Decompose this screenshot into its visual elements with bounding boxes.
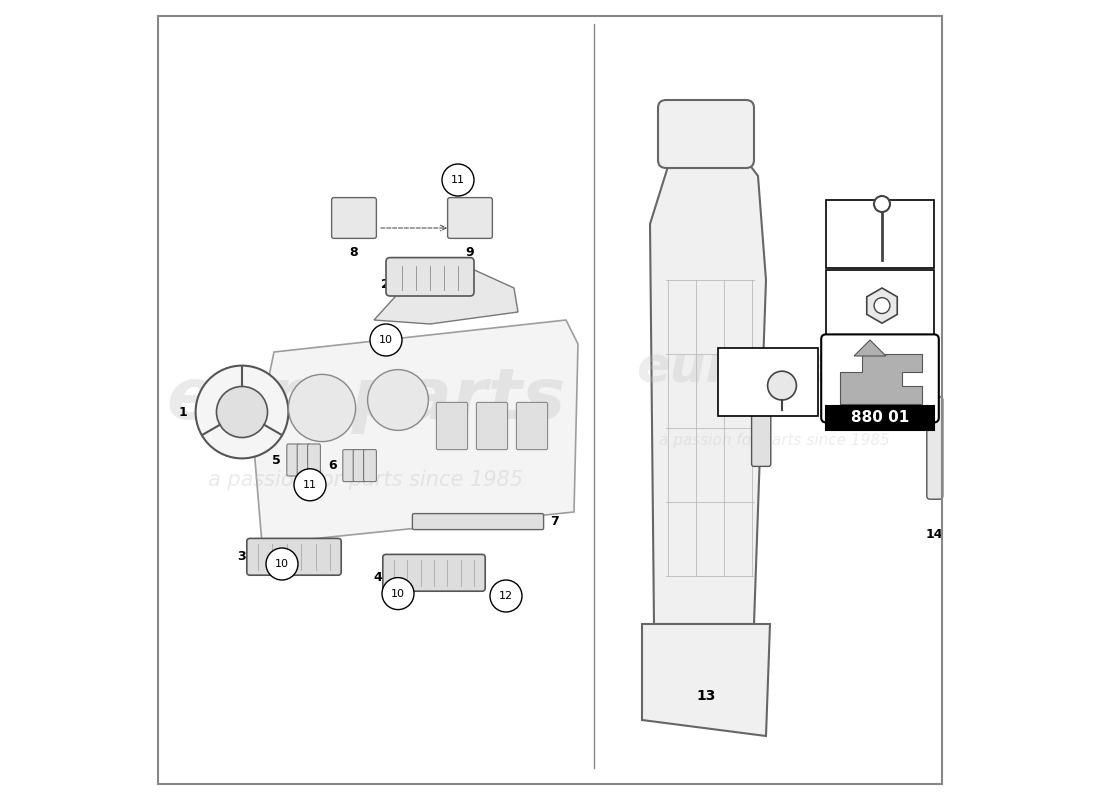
FancyBboxPatch shape [826,200,934,268]
Circle shape [196,366,288,458]
FancyBboxPatch shape [287,444,299,476]
FancyBboxPatch shape [927,397,943,499]
FancyBboxPatch shape [437,402,468,450]
Text: europarts: europarts [636,344,912,392]
FancyBboxPatch shape [343,450,355,482]
Circle shape [442,164,474,196]
Text: 12: 12 [499,591,513,601]
FancyBboxPatch shape [412,514,543,530]
Text: 880 01: 880 01 [851,410,909,425]
Text: europarts: europarts [166,366,565,434]
Circle shape [490,580,522,612]
Text: 11: 11 [451,175,465,185]
FancyBboxPatch shape [383,554,485,591]
Circle shape [874,298,890,314]
Circle shape [217,386,267,438]
Text: 3: 3 [238,550,246,563]
Text: 10: 10 [379,335,393,345]
Circle shape [266,548,298,580]
Text: 6: 6 [328,459,337,472]
FancyBboxPatch shape [364,450,376,482]
Circle shape [294,469,326,501]
Text: a passion for parts since 1985: a passion for parts since 1985 [659,433,890,447]
FancyBboxPatch shape [308,444,320,476]
FancyBboxPatch shape [826,270,934,338]
Polygon shape [254,320,578,544]
Text: 9: 9 [465,246,474,259]
Text: 1: 1 [179,406,188,418]
Text: 14: 14 [925,528,943,541]
FancyBboxPatch shape [826,406,934,430]
Text: 2: 2 [382,278,390,290]
Text: 11: 11 [302,480,317,490]
Text: 8: 8 [350,246,359,259]
Text: 10: 10 [275,559,289,569]
Circle shape [874,196,890,212]
FancyBboxPatch shape [331,198,376,238]
FancyBboxPatch shape [386,258,474,296]
FancyBboxPatch shape [297,444,310,476]
Text: 12: 12 [726,380,744,393]
FancyBboxPatch shape [718,348,818,416]
FancyBboxPatch shape [822,334,938,422]
FancyBboxPatch shape [658,100,754,168]
Text: a passion for parts since 1985: a passion for parts since 1985 [209,470,524,490]
Polygon shape [854,340,886,356]
Circle shape [768,371,796,400]
FancyBboxPatch shape [476,402,507,450]
Polygon shape [840,354,922,404]
Circle shape [382,578,414,610]
FancyBboxPatch shape [516,402,548,450]
FancyBboxPatch shape [353,450,366,482]
Circle shape [367,370,428,430]
Polygon shape [374,268,518,324]
Circle shape [370,324,402,356]
Text: 10: 10 [390,589,405,598]
Text: 13: 13 [696,689,716,703]
Text: 5: 5 [272,454,280,466]
Polygon shape [867,288,898,323]
Circle shape [288,374,355,442]
FancyBboxPatch shape [246,538,341,575]
Text: 10: 10 [834,303,851,316]
Polygon shape [642,624,770,736]
Text: 4: 4 [373,571,382,584]
FancyBboxPatch shape [448,198,493,238]
Text: 11: 11 [834,234,851,246]
Polygon shape [650,144,766,624]
Text: 7: 7 [550,515,559,528]
FancyBboxPatch shape [751,366,771,466]
